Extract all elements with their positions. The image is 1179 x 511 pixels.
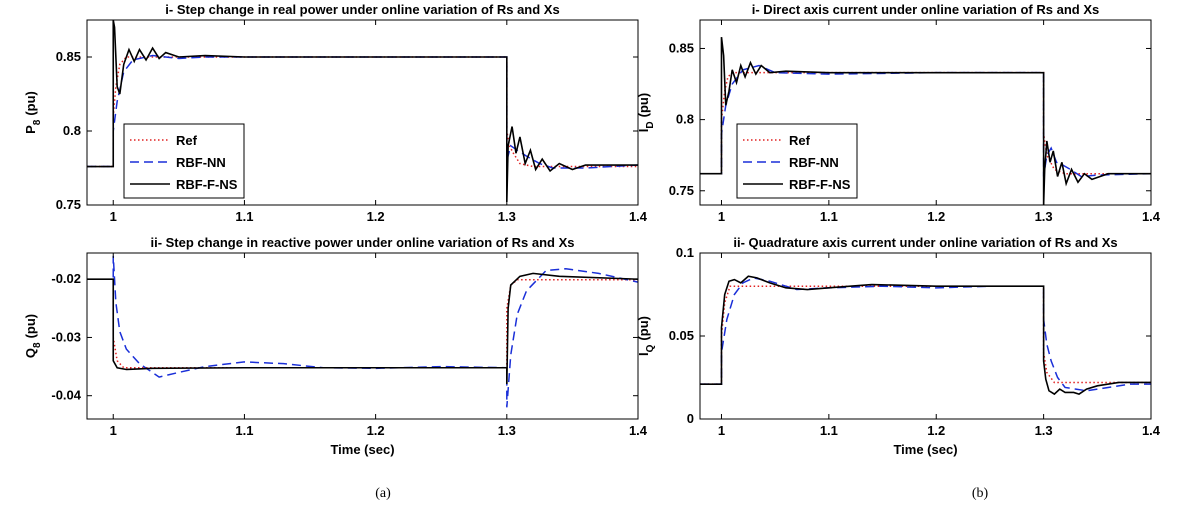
- x-tick-label: 1.2: [367, 423, 385, 438]
- chart-title: ii- Step change in reactive power under …: [150, 235, 574, 250]
- x-tick-label: 1.4: [1142, 423, 1161, 438]
- y-axis-label-unit: (pu): [23, 91, 38, 116]
- chart-panel-2: i- Direct axis current under online vari…: [636, 2, 1161, 224]
- y-tick-label: -0.03: [51, 329, 81, 344]
- series-line-ref: [87, 278, 638, 369]
- y-axis-label: IQ (pu): [636, 316, 656, 356]
- y-axis-label-main: Q: [23, 348, 38, 358]
- series-line-rbf-f-ns: [700, 36, 1151, 205]
- series-line-rbf-f-ns: [87, 272, 638, 385]
- x-axis-label: Time (sec): [330, 442, 394, 457]
- caption-a: (a): [375, 486, 391, 501]
- chart-title: ii- Quadrature axis current under online…: [733, 235, 1117, 250]
- y-axis-label-sub: 8: [32, 342, 43, 348]
- chart-title: i- Step change in real power under onlin…: [165, 2, 559, 17]
- y-axis-label-unit: (pu): [636, 93, 651, 118]
- series-line-rbf-f-ns: [700, 275, 1151, 396]
- y-tick-label: 0.8: [63, 123, 81, 138]
- plot-frame: [86, 252, 639, 420]
- y-axis-label-unit: (pu): [636, 316, 651, 341]
- plot-frame: [699, 252, 1152, 420]
- chart-panel-1: ii- Step change in reactive power under …: [23, 235, 648, 457]
- y-axis-label-main: P: [23, 125, 38, 134]
- x-tick-label: 1.2: [367, 209, 385, 224]
- x-tick-label: 1.1: [820, 209, 838, 224]
- legend-label: RBF-F-NS: [789, 177, 851, 192]
- series-line-rbf-nn: [700, 277, 1151, 392]
- chart-panel-3: ii- Quadrature axis current under online…: [636, 235, 1161, 457]
- plot-frame: [86, 19, 639, 206]
- x-tick-label: 1.1: [235, 423, 253, 438]
- x-axis-label: Time (sec): [893, 442, 957, 457]
- chart-title: i- Direct axis current under online vari…: [752, 2, 1099, 17]
- y-axis-label-main: I: [636, 129, 651, 133]
- y-tick-label: 0.85: [669, 40, 694, 55]
- legend-label: Ref: [176, 133, 198, 148]
- y-tick-label: 0.1: [676, 245, 694, 260]
- legend: Ref RBF-NN RBF-F-NS: [123, 123, 245, 199]
- x-tick-label: 1.1: [820, 423, 838, 438]
- y-axis-label-main: I: [636, 352, 651, 356]
- y-tick-label: 0: [687, 411, 694, 426]
- series-line-rbf-f-ns: [87, 20, 638, 203]
- caption-b: (b): [972, 486, 989, 501]
- legend-label: RBF-NN: [176, 155, 226, 170]
- y-tick-label: 0.05: [669, 328, 694, 343]
- y-axis-label-sub: Q: [645, 344, 656, 352]
- x-tick-label: 1.4: [1142, 209, 1161, 224]
- x-tick-label: 1.2: [927, 209, 945, 224]
- y-tick-label: 0.8: [676, 112, 694, 127]
- x-tick-label: 1: [110, 209, 117, 224]
- y-tick-label: -0.04: [51, 388, 81, 403]
- x-tick-label: 1.3: [1035, 423, 1053, 438]
- y-tick-label: 0.75: [669, 183, 694, 198]
- x-tick-label: 1.1: [235, 209, 253, 224]
- y-tick-label: -0.02: [51, 271, 81, 286]
- legend-label: Ref: [789, 133, 811, 148]
- series-line-rbf-nn: [87, 255, 638, 408]
- x-tick-label: 1: [718, 209, 725, 224]
- y-axis-label: ID (pu): [636, 93, 656, 132]
- y-axis-label-sub: 8: [32, 119, 43, 125]
- x-tick-label: 1.3: [498, 209, 516, 224]
- x-tick-label: 1: [110, 423, 117, 438]
- chart-panel-0: i- Step change in real power under onlin…: [23, 2, 648, 224]
- x-tick-label: 1.3: [1035, 209, 1053, 224]
- y-tick-label: 0.85: [56, 49, 81, 64]
- x-tick-label: 1.2: [927, 423, 945, 438]
- plot-frame: [699, 19, 1152, 206]
- y-axis-label: Q8 (pu): [23, 314, 43, 358]
- x-tick-label: 1.4: [629, 423, 648, 438]
- x-tick-label: 1: [718, 423, 725, 438]
- legend-box: [736, 123, 858, 199]
- legend: Ref RBF-NN RBF-F-NS: [736, 123, 858, 199]
- legend-label: RBF-F-NS: [176, 177, 238, 192]
- y-tick-label: 0.75: [56, 197, 81, 212]
- legend-box: [123, 123, 245, 199]
- legend-label: RBF-NN: [789, 155, 839, 170]
- y-axis-label-unit: (pu): [23, 314, 38, 339]
- x-tick-label: 1.4: [629, 209, 648, 224]
- y-axis-label: P8 (pu): [23, 91, 43, 134]
- series-line-ref: [700, 285, 1151, 385]
- y-axis-label-sub: D: [645, 121, 656, 128]
- x-tick-label: 1.3: [498, 423, 516, 438]
